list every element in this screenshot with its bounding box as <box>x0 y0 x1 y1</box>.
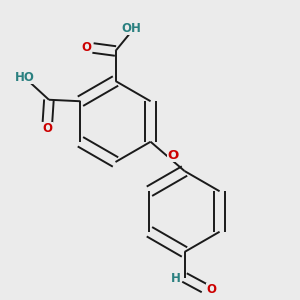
Text: OH: OH <box>122 22 141 35</box>
Text: O: O <box>206 283 217 296</box>
Text: H: H <box>171 272 181 286</box>
Text: O: O <box>167 149 178 162</box>
Text: O: O <box>81 41 92 54</box>
Text: HO: HO <box>14 71 34 84</box>
Text: O: O <box>42 122 52 135</box>
